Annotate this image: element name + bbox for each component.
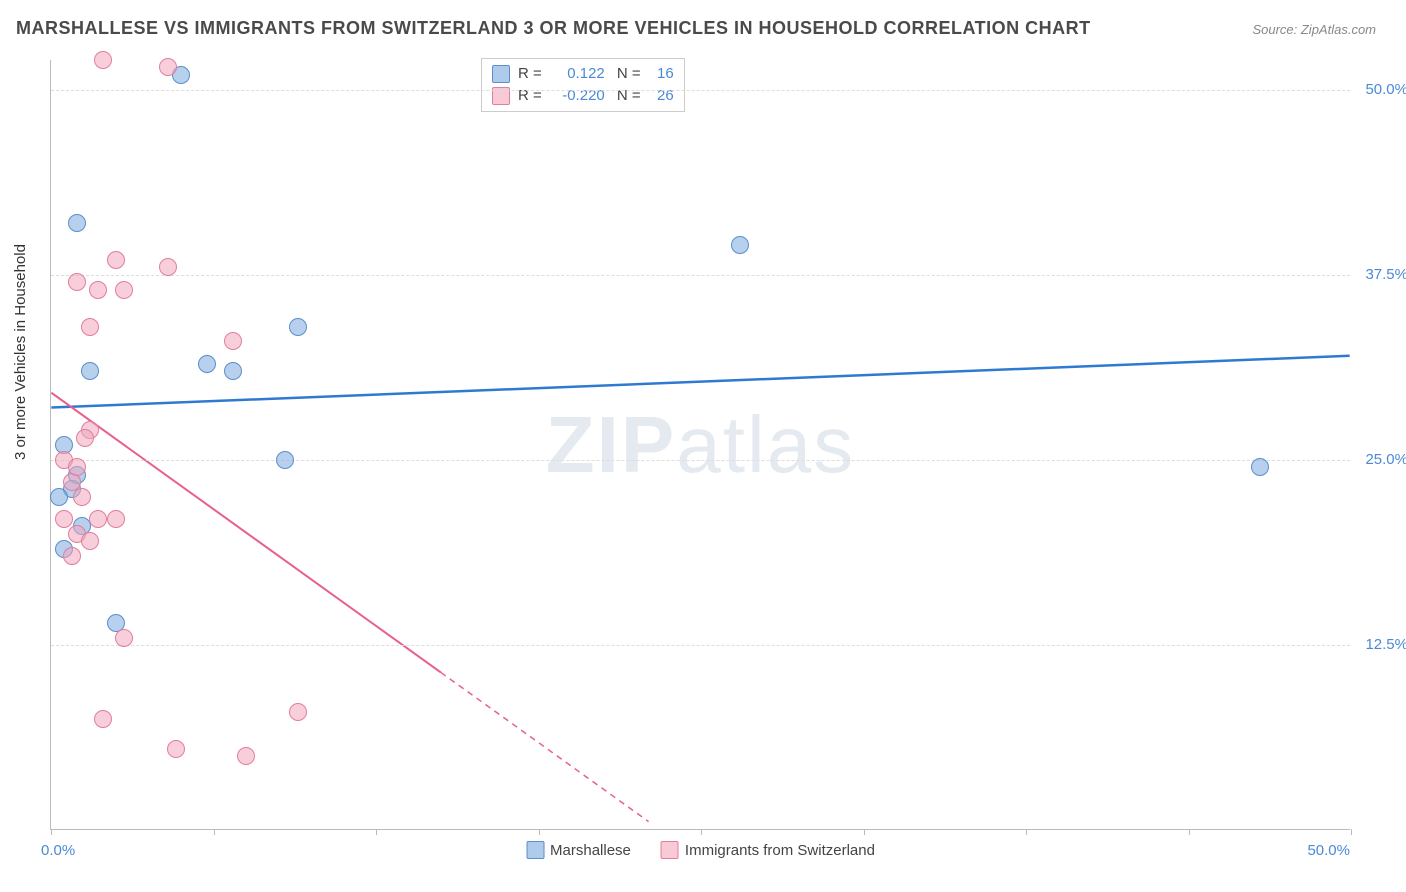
swatch-pink-icon [661, 841, 679, 859]
x-tick-mark [1026, 829, 1027, 835]
series-legend: Marshallese Immigrants from Switzerland [526, 841, 875, 859]
watermark-text: ZIPatlas [546, 399, 855, 491]
x-tick-mark [864, 829, 865, 835]
data-point [1251, 458, 1269, 476]
legend-r-label: R = [518, 85, 542, 107]
legend-row-blue: R = 0.122 N = 16 [492, 63, 674, 85]
x-axis-max-label: 50.0% [1307, 842, 1350, 859]
data-point [68, 458, 86, 476]
data-point [73, 488, 91, 506]
trend-lines-svg [51, 60, 1350, 829]
x-tick-mark [701, 829, 702, 835]
data-point [55, 510, 73, 528]
x-tick-mark [1351, 829, 1352, 835]
correlation-legend: R = 0.122 N = 16 R = -0.220 N = 26 [481, 58, 685, 112]
data-point [237, 747, 255, 765]
data-point [289, 703, 307, 721]
data-point [107, 251, 125, 269]
data-point [115, 281, 133, 299]
data-point [159, 58, 177, 76]
gridline [51, 645, 1350, 646]
y-tick-label: 12.5% [1358, 636, 1406, 653]
legend-label-pink: Immigrants from Switzerland [685, 842, 875, 859]
x-tick-mark [376, 829, 377, 835]
gridline [51, 460, 1350, 461]
legend-n-label: N = [613, 63, 641, 85]
legend-n-value-pink: 26 [649, 85, 674, 107]
x-tick-mark [214, 829, 215, 835]
data-point [224, 332, 242, 350]
data-point [224, 362, 242, 380]
gridline [51, 90, 1350, 91]
data-point [76, 429, 94, 447]
source-attribution: Source: ZipAtlas.com [1252, 22, 1376, 37]
data-point [89, 510, 107, 528]
data-point [159, 258, 177, 276]
y-tick-label: 50.0% [1358, 81, 1406, 98]
data-point [68, 273, 86, 291]
x-tick-mark [539, 829, 540, 835]
x-tick-mark [51, 829, 52, 835]
legend-row-pink: R = -0.220 N = 26 [492, 85, 674, 107]
legend-n-value-blue: 16 [649, 63, 674, 85]
data-point [89, 281, 107, 299]
legend-r-label: R = [518, 63, 542, 85]
y-axis-label: 3 or more Vehicles in Household [12, 244, 29, 460]
chart-title: MARSHALLESE VS IMMIGRANTS FROM SWITZERLA… [16, 18, 1091, 39]
gridline [51, 275, 1350, 276]
data-point [81, 532, 99, 550]
data-point [731, 236, 749, 254]
data-point [276, 451, 294, 469]
data-point [63, 547, 81, 565]
swatch-blue-icon [526, 841, 544, 859]
x-tick-mark [1189, 829, 1190, 835]
legend-item-blue: Marshallese [526, 841, 631, 859]
y-tick-label: 25.0% [1358, 451, 1406, 468]
legend-item-pink: Immigrants from Switzerland [661, 841, 875, 859]
chart-plot-area: ZIPatlas R = 0.122 N = 16 R = -0.220 N =… [50, 60, 1350, 830]
data-point [167, 740, 185, 758]
legend-n-label: N = [613, 85, 641, 107]
data-point [81, 318, 99, 336]
legend-r-value-blue: 0.122 [550, 63, 605, 85]
data-point [50, 488, 68, 506]
data-point [107, 510, 125, 528]
data-point [68, 214, 86, 232]
y-tick-label: 37.5% [1358, 266, 1406, 283]
swatch-blue-icon [492, 65, 510, 83]
data-point [289, 318, 307, 336]
legend-label-blue: Marshallese [550, 842, 631, 859]
data-point [94, 710, 112, 728]
data-point [81, 362, 99, 380]
data-point [198, 355, 216, 373]
legend-r-value-pink: -0.220 [550, 85, 605, 107]
data-point [115, 629, 133, 647]
data-point [94, 51, 112, 69]
x-axis-min-label: 0.0% [41, 842, 75, 859]
